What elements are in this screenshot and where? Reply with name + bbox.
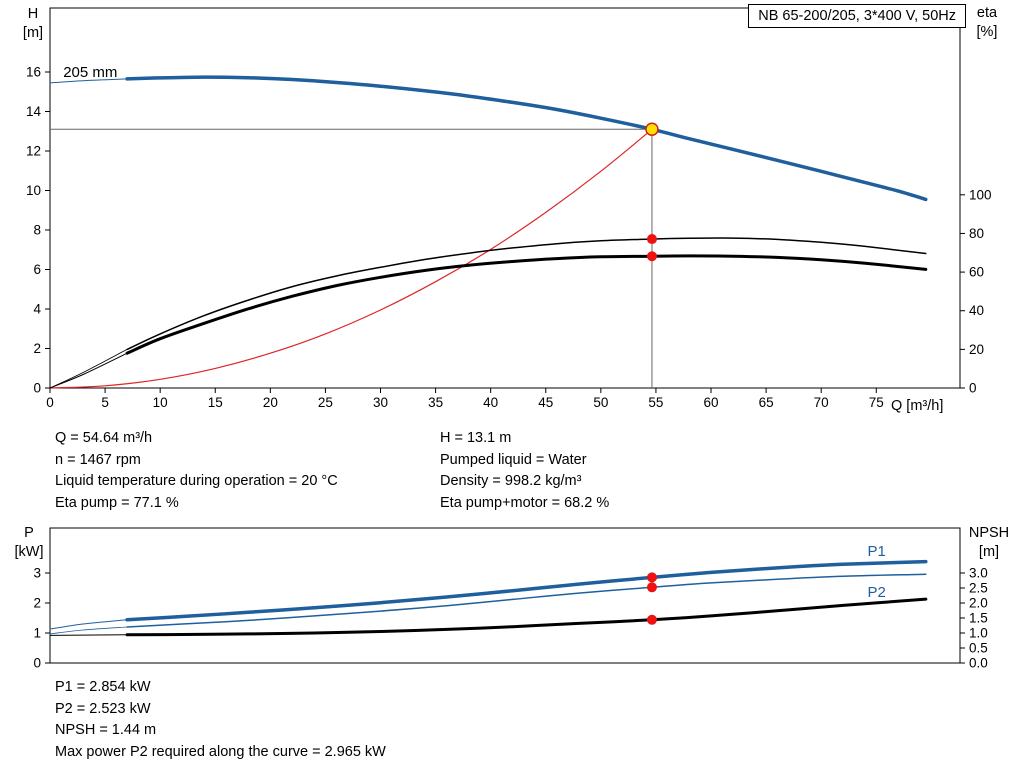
tick-label: 75 (869, 395, 884, 410)
info-line-h: H = 13.1 m (440, 430, 512, 446)
npsh-duty-point (646, 614, 657, 625)
npsh-axis-symbol: NPSH (968, 525, 1010, 541)
tick-label: 2 (33, 596, 41, 611)
head-curve-205mm (125, 75, 928, 202)
p2-power-curve-lead (49, 626, 128, 635)
tick-label: 1 (33, 626, 41, 641)
power-info: P1 = 2.854 kW P2 = 2.523 kW NPSH = 1.44 … (55, 677, 386, 763)
p-axis-title: P [kW] (8, 524, 50, 562)
eta-pump-motor-curve-lead (49, 352, 128, 389)
tick-label: 45 (538, 395, 553, 410)
tick-label: 2.0 (969, 596, 988, 611)
tick-label: 70 (814, 395, 829, 410)
head-curve-205mm-lead (49, 78, 128, 84)
p1-power-curve-lead (49, 619, 128, 630)
tick-label: 16 (26, 64, 41, 79)
tick-label: 6 (33, 262, 41, 277)
system-curve (49, 128, 653, 389)
eta-pump-motor-point (646, 251, 657, 262)
info-line-p1: P1 = 2.854 kW (55, 679, 151, 695)
p-axis-symbol: P (24, 525, 34, 541)
info-line-q: Q = 54.64 m³/h (55, 430, 153, 446)
info-line-npsh: NPSH = 1.44 m (55, 722, 157, 738)
eta-pump-point (646, 234, 657, 245)
tick-label: 1.5 (969, 611, 988, 626)
info-line-eta-pump-motor: Eta pump+motor = 68.2 % (440, 494, 610, 511)
tick-label: 20 (969, 342, 984, 357)
tick-label: 2 (33, 341, 41, 356)
tick-label: 80 (969, 226, 984, 241)
tick-label: 1.0 (969, 626, 988, 641)
tick-label: 55 (648, 395, 663, 410)
plot-border (49, 527, 961, 664)
q-axis-title: Q [m³/h] (891, 398, 944, 414)
tick-label: 40 (969, 303, 984, 318)
tick-label: 0.0 (969, 656, 988, 671)
p2-duty-point (646, 582, 657, 593)
duty-info-right: H = 13.1 m Pumped liquid = Water Density… (440, 428, 609, 514)
tick-label: 25 (318, 395, 333, 410)
tick-label: 0 (46, 395, 54, 410)
tick-label: 100 (969, 187, 992, 202)
tick-label: 0 (33, 656, 41, 671)
plot-border (49, 7, 961, 389)
npsh-curve (125, 597, 928, 637)
info-line-temperature: Liquid temperature during operation = 20… (55, 473, 338, 489)
eta-axis-unit: [%] (976, 24, 998, 40)
eta-pump-curve (126, 237, 927, 351)
p1-power-curve (125, 559, 928, 622)
npsh-axis-title: NPSH [m] (960, 524, 1018, 562)
tick-label: 14 (26, 104, 42, 119)
tick-label: 12 (26, 143, 41, 158)
tick-label: 2.5 (969, 581, 988, 596)
eta-pump-curve-lead (49, 349, 128, 389)
npsh-curve-lead (49, 634, 128, 636)
h-axis-symbol: H (27, 6, 39, 22)
tick-label: 60 (969, 265, 984, 280)
tick-label: 20 (263, 395, 278, 410)
eta-axis-symbol: eta (976, 5, 998, 21)
tick-label: 15 (208, 395, 223, 410)
tick-label: 3.0 (969, 566, 988, 581)
eta-pump-motor-curve (125, 254, 928, 355)
h-axis-title: H [m] (13, 5, 53, 43)
p1-curve-label: P1 (867, 543, 885, 560)
info-line-p2: P2 = 2.523 kW (55, 700, 151, 717)
tick-label: 40 (483, 395, 498, 410)
tick-label: 30 (373, 395, 388, 410)
impeller-size-label: 205 mm (63, 64, 117, 81)
tick-label: 0 (33, 381, 41, 396)
p1-duty-point (646, 572, 657, 583)
p2-power-curve (126, 573, 927, 628)
tick-label: 60 (704, 395, 719, 410)
tick-label: 35 (428, 395, 443, 410)
info-line-liquid: Pumped liquid = Water (440, 451, 587, 468)
npsh-axis-unit: [m] (978, 544, 1000, 560)
pump-title-box: NB 65-200/205, 3*400 V, 50Hz (748, 4, 966, 28)
duty-info-left: Q = 54.64 m³/h n = 1467 rpm Liquid tempe… (55, 428, 338, 514)
tick-label: 5 (101, 395, 109, 410)
tick-label: 4 (33, 301, 41, 316)
info-line-eta-pump: Eta pump = 77.1 % (55, 494, 179, 511)
info-line-density: Density = 998.2 kg/m³ (440, 473, 582, 489)
tick-label: 3 (33, 566, 41, 581)
duty-point[interactable] (645, 122, 659, 137)
tick-label: 50 (593, 395, 608, 410)
info-line-max-power: Max power P2 required along the curve = … (55, 743, 386, 760)
tick-label: 10 (153, 395, 168, 410)
h-axis-unit: [m] (22, 25, 44, 41)
tick-label: 65 (759, 395, 774, 410)
tick-label: 8 (33, 222, 41, 237)
info-line-rpm: n = 1467 rpm (55, 451, 141, 468)
eta-axis-title: eta [%] (964, 4, 1010, 42)
tick-label: 10 (26, 183, 41, 198)
p2-curve-label: P2 (867, 584, 885, 601)
p-axis-unit: [kW] (14, 544, 44, 560)
tick-label: 0 (969, 381, 977, 396)
tick-label: 0.5 (969, 641, 988, 656)
